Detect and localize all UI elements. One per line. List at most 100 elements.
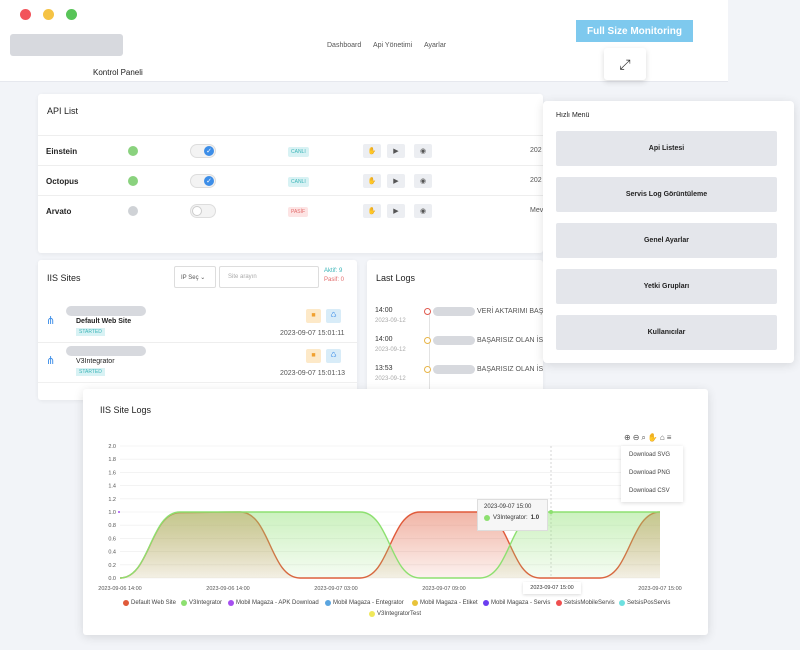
crosshair-x-label: 2023-09-07 15:00 xyxy=(523,582,581,594)
legend-item[interactable]: SetsisMobileServis xyxy=(556,600,615,606)
minimize-window-dot[interactable] xyxy=(43,9,54,20)
view-eye-icon[interactable]: ◉ xyxy=(414,174,432,188)
chart-tooltip: 2023-09-07 15:00 V3Integrator: 1.0 xyxy=(477,499,548,531)
legend-label: Default Web Site xyxy=(131,600,176,606)
log-entry: 14:00 2023-09-12 VERİ AKTARIMI BAŞA xyxy=(367,307,543,335)
quick-menu-button[interactable]: Servis Log Görüntüleme xyxy=(556,177,777,212)
window-controls xyxy=(20,9,77,20)
log-entry: 13:53 2023-09-12 BAŞARISIZ OLAN İSTEKLER V… xyxy=(367,365,543,393)
quick-menu-button[interactable]: Api Listesi xyxy=(556,131,777,166)
maximize-window-dot[interactable] xyxy=(66,9,77,20)
api-toggle[interactable]: ✓ xyxy=(190,174,216,188)
last-logs-card: Last Logs 14:00 2023-09-12 VERİ AKTARIMI B… xyxy=(367,260,543,400)
play-icon[interactable]: ▶ xyxy=(387,174,405,188)
log-text: BAŞARISIZ OLAN İSTE xyxy=(477,337,543,344)
quick-menu-button[interactable]: Genel Ayarlar xyxy=(556,223,777,258)
download-menu: Download SVG Download PNG Download CSV xyxy=(621,446,683,502)
log-text: BAŞARISIZ OLAN İSTEKLER VAR xyxy=(477,366,543,373)
log-entry: 14:00 2023-09-12 BAŞARISIZ OLAN İSTE xyxy=(367,336,543,364)
legend-swatch xyxy=(123,600,129,606)
home-reset-icon[interactable]: ⌂ xyxy=(659,433,665,442)
log-time: 14:00 xyxy=(375,307,393,314)
api-list-title: API List xyxy=(47,106,79,116)
quick-menu-button[interactable]: Kullanıcılar xyxy=(556,315,777,350)
api-row: Octopus ✓ CANLI ✋ ▶ ◉ 202 xyxy=(38,165,543,195)
legend-item[interactable]: Mobil Magaza - Etiket xyxy=(412,600,478,606)
quick-menu-panel: Hızlı Menü Api Listesi Servis Log Görüntü… xyxy=(543,101,794,363)
site-search-input[interactable]: Site arayın xyxy=(219,266,319,288)
status-dot xyxy=(128,206,138,216)
stop-icon[interactable]: ✋ xyxy=(363,144,381,158)
legend-label: Mobil Magaza - APK Download xyxy=(236,600,319,606)
toggle-knob xyxy=(192,206,202,216)
zoom-out-icon[interactable]: ⊖ xyxy=(632,433,640,442)
ip-select-dropdown[interactable]: IP Seç ⌄ xyxy=(174,266,216,288)
legend-swatch xyxy=(556,600,562,606)
download-png-option[interactable]: Download PNG xyxy=(629,470,671,476)
passive-count: Pasif: 0 xyxy=(324,277,345,283)
status-dot xyxy=(128,146,138,156)
nav-dashboard[interactable]: Dashboard xyxy=(327,42,362,49)
active-count: Aktif: 9 xyxy=(324,268,343,274)
search-zoom-icon[interactable]: ⌕ xyxy=(641,433,646,442)
api-toggle[interactable]: ✓ xyxy=(190,144,216,158)
api-row: Einstein ✓ CANLI ✋ ▶ ◉ 202 xyxy=(38,135,543,165)
api-trailing-text: 202 xyxy=(530,177,542,184)
log-dot xyxy=(424,366,431,373)
stop-icon[interactable]: ✋ xyxy=(363,204,381,218)
close-window-dot[interactable] xyxy=(20,9,31,20)
logo-placeholder[interactable] xyxy=(10,34,123,56)
play-icon[interactable]: ▶ xyxy=(387,204,405,218)
nav-ayarlar[interactable]: Ayarlar xyxy=(424,42,447,49)
api-trailing-text: Mev xyxy=(530,207,544,214)
stop-icon[interactable]: ✋ xyxy=(363,174,381,188)
legend-label: SetsisMobileServis xyxy=(564,600,615,606)
chart-title: IIS Site Logs xyxy=(100,405,152,415)
log-dot xyxy=(424,337,431,344)
api-list-card: API List Einstein ✓ CANLI ✋ ▶ ◉ 202 Octopus ✓ CAN… xyxy=(38,94,543,253)
api-name: Arvato xyxy=(46,207,72,216)
pan-hand-icon[interactable]: ✋ xyxy=(647,433,658,442)
tooltip-date: 2023-09-07 15:00 xyxy=(484,504,532,510)
zoom-in-icon[interactable]: ⊕ xyxy=(624,433,631,442)
iis-site-row: ⋔ V3Integrator STARTED ■ ♺ 2023-09-07 15:01:1… xyxy=(38,344,357,384)
quick-menu-button[interactable]: Yetki Grupları xyxy=(556,269,777,304)
site-tree-icon: ⋔ xyxy=(46,315,56,327)
legend-item[interactable]: V3Integrator xyxy=(181,600,222,606)
log-placeholder-bar xyxy=(433,307,475,316)
api-toggle[interactable] xyxy=(190,204,216,218)
recycle-icon[interactable]: ♺ xyxy=(326,309,341,323)
play-icon[interactable]: ▶ xyxy=(387,144,405,158)
api-row: Arvato PASİF ✋ ▶ ◉ Mev xyxy=(38,195,543,225)
expand-icon: ⤢ xyxy=(619,55,631,72)
site-status-badge: STARTED xyxy=(76,368,105,376)
stop-site-icon[interactable]: ■ xyxy=(306,349,321,363)
legend-item[interactable]: Mobil Magaza - Entegrator xyxy=(325,600,404,606)
site-name: Default Web Site xyxy=(76,318,132,325)
iis-sites-title: IIS Sites xyxy=(47,273,81,283)
log-dot xyxy=(424,308,431,315)
expand-fullscreen-button[interactable]: ⤢ xyxy=(604,48,646,80)
legend-item[interactable]: Mobil Magaza - APK Download xyxy=(228,600,319,606)
log-time: 14:00 xyxy=(375,336,393,343)
view-eye-icon[interactable]: ◉ xyxy=(414,144,432,158)
stop-site-icon[interactable]: ■ xyxy=(306,309,321,323)
legend-item[interactable]: Default Web Site xyxy=(123,600,176,606)
download-svg-option[interactable]: Download SVG xyxy=(629,452,671,458)
iis-site-row: ⋔ Default Web Site STARTED ■ ♺ 2023-09-07 15:… xyxy=(38,304,357,344)
nav-api-yonetimi[interactable]: Api Yönetimi xyxy=(373,42,413,49)
tooltip-series-name: V3Integrator: xyxy=(493,515,528,521)
legend-label: Mobil Magaza - Entegrator xyxy=(333,600,404,606)
view-eye-icon[interactable]: ◉ xyxy=(414,204,432,218)
menu-icon[interactable]: ≡ xyxy=(666,433,672,442)
log-date: 2023-09-12 xyxy=(375,376,406,382)
status-dot xyxy=(128,176,138,186)
legend-item[interactable]: SetsisPosServis xyxy=(619,600,670,606)
row-divider xyxy=(38,342,357,343)
legend-item[interactable]: Mobil Magaza - Servis xyxy=(483,600,550,606)
recycle-icon[interactable]: ♺ xyxy=(326,349,341,363)
log-placeholder-bar xyxy=(433,365,475,374)
legend-item[interactable]: V3IntegratorTest xyxy=(369,611,421,617)
legend-label: V3IntegratorTest xyxy=(377,611,422,617)
download-csv-option[interactable]: Download CSV xyxy=(629,488,670,494)
